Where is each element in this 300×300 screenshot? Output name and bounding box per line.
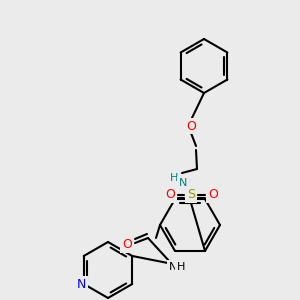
Text: O: O	[186, 119, 196, 133]
Text: S: S	[187, 188, 195, 202]
Text: O: O	[165, 188, 175, 202]
Text: N: N	[77, 278, 86, 290]
Text: N: N	[179, 178, 187, 188]
Text: O: O	[208, 188, 218, 202]
Text: H: H	[177, 262, 185, 272]
Text: N: N	[169, 262, 177, 272]
Text: O: O	[122, 238, 132, 251]
Text: H: H	[170, 173, 178, 183]
